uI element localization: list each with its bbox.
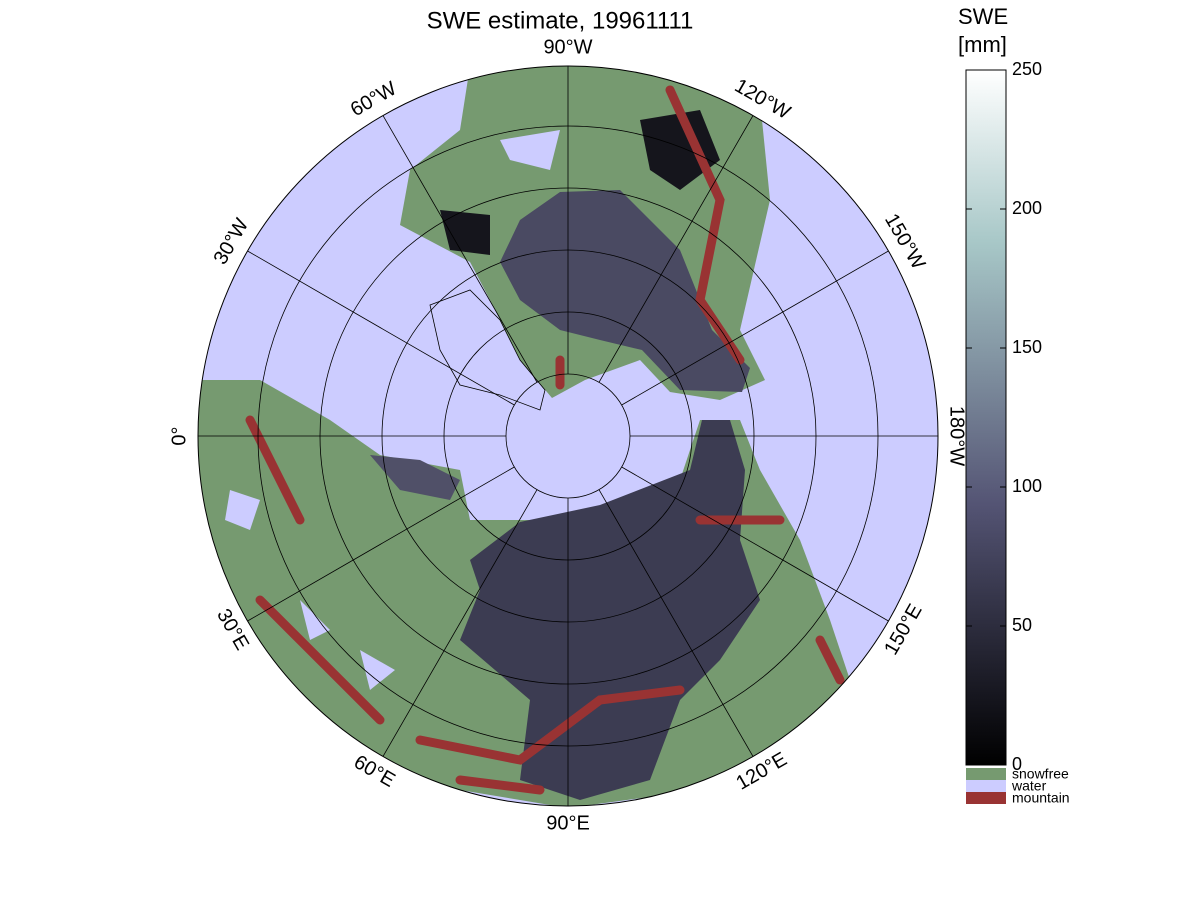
meridian — [247, 466, 515, 622]
category-label: mountain — [1012, 790, 1070, 806]
category-label: snowfree — [1012, 766, 1069, 782]
alaska-snow — [440, 110, 720, 255]
meridian — [382, 489, 538, 757]
mountains — [245, 85, 845, 795]
colorbar-tick-label: 150 — [1012, 337, 1042, 357]
category-label: water — [1011, 778, 1047, 794]
longitude-label: 180°W — [946, 406, 968, 466]
category-swatch — [966, 768, 1006, 780]
canada-snow — [500, 190, 750, 392]
longitude-label: 90°W — [543, 36, 592, 58]
colorbar-label: SWE — [958, 4, 1008, 29]
category-swatch — [966, 780, 1006, 792]
meridian — [621, 466, 889, 622]
colorbar-tick-label: 0 — [1012, 754, 1022, 774]
colorbar-tick-label: 250 — [1012, 59, 1042, 79]
meridian — [382, 115, 538, 383]
meridian — [598, 115, 754, 383]
meridian — [621, 250, 889, 406]
colorbar-tick-label: 100 — [1012, 476, 1042, 496]
longitude-label: 90°E — [546, 812, 590, 834]
chart-title: SWE estimate, 19961111 — [427, 7, 694, 34]
map — [198, 66, 938, 806]
colorbar — [965, 69, 1007, 766]
meridian — [598, 489, 754, 757]
category-swatch — [966, 792, 1006, 804]
scandinavia-snow — [370, 455, 460, 500]
meridian — [247, 250, 515, 406]
colorbar-tick-label: 50 — [1012, 615, 1032, 635]
colorbar-label: [mm] — [958, 32, 1007, 57]
siberia-snow — [460, 420, 760, 800]
colorbar-tick-label: 200 — [1012, 198, 1042, 218]
longitude-label: 0° — [168, 426, 190, 445]
map-frame — [197, 65, 939, 807]
